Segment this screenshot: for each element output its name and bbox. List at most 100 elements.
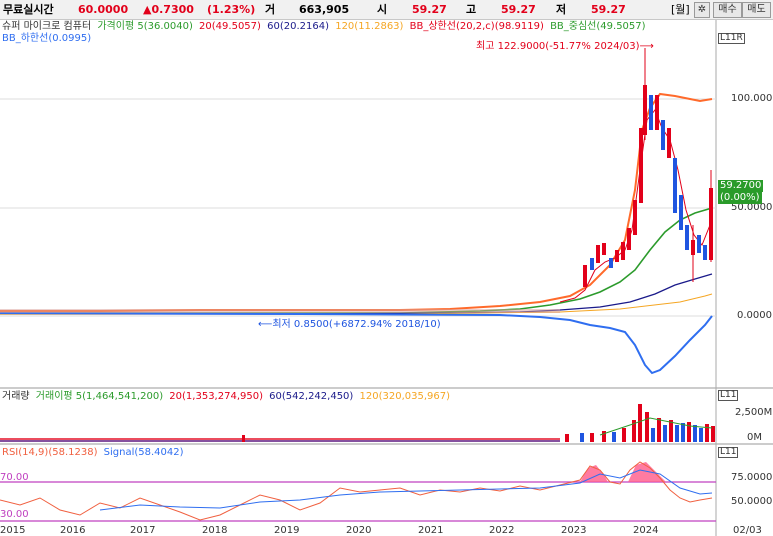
x-tick-2016: 2016 — [60, 525, 86, 536]
period-button[interactable]: [월] — [671, 3, 690, 16]
buy-button[interactable]: 매수 — [713, 2, 742, 18]
volume-label: 거 — [265, 3, 276, 16]
volume-bar — [622, 428, 626, 442]
candle — [679, 195, 683, 230]
legend-bb-lower[interactable]: BB_하한선(0.0995) — [2, 33, 92, 44]
volume-legend-ma60[interactable]: 60(542,242,450) — [269, 391, 354, 402]
price-change: ▲0.7300 — [143, 3, 194, 16]
sell-button[interactable]: 매도 — [742, 2, 771, 18]
volume-bar — [675, 425, 679, 442]
x-tick-2018: 2018 — [202, 525, 228, 536]
rsi-legend-rsi[interactable]: RSI(14,9)(58.1238) — [2, 447, 98, 458]
x-tick-2023: 2023 — [561, 525, 587, 536]
high-label: 고 — [466, 3, 477, 16]
candle — [685, 225, 689, 250]
candle — [621, 242, 625, 260]
volume-bar — [645, 412, 649, 442]
candle — [602, 243, 606, 255]
quote-bar: 무료실시간 60.0000 ▲0.7300 (1.23%) 거 663,905 … — [0, 0, 773, 20]
candle — [691, 240, 695, 255]
legend-bb-mid[interactable]: BB_중심선(49.5057) — [550, 21, 646, 32]
rsi-overbought-fill — [580, 465, 608, 482]
x-tick-2022: 2022 — [489, 525, 515, 536]
bb-upper-line — [0, 92, 713, 312]
volume-value: 663,905 — [299, 3, 350, 16]
signal-line — [99, 469, 713, 511]
volume-legend-ma5[interactable]: 거래이평 5(1,464,541,200) — [35, 391, 164, 402]
low-value: 59.27 — [591, 3, 626, 16]
rsi-left-lower: 30.00 — [0, 509, 29, 520]
volume-tick-2500m: 2,500M — [735, 407, 773, 418]
volume-legend: 거래량 거래이평 5(1,464,541,200) 20(1,353,274,9… — [2, 391, 450, 403]
volume-bar — [681, 423, 685, 442]
rsi-tick-75: 75.0000 — [731, 472, 773, 483]
candle — [583, 265, 587, 287]
volume-panel-corner-box[interactable]: L11 — [718, 390, 739, 401]
volume-bar — [663, 425, 667, 442]
ma5-line — [559, 109, 713, 303]
price-change-pct: (1.23%) — [207, 3, 256, 16]
candle — [661, 120, 665, 150]
ma60-line — [0, 273, 713, 315]
volume-band — [0, 440, 560, 442]
candle — [639, 128, 643, 203]
legend-ma60[interactable]: 60(20.2164) — [267, 21, 330, 32]
volume-bar — [242, 435, 245, 442]
rsi-panel-corner-box[interactable]: L11 — [718, 447, 739, 458]
volume-bar — [711, 426, 715, 442]
recent-candles — [583, 48, 713, 287]
gear-icon[interactable]: ✲ — [694, 2, 710, 18]
x-tick-2019: 2019 — [274, 525, 300, 536]
x-tick-2021: 2021 — [418, 525, 444, 536]
price-tick-50: 50.0000 — [731, 202, 773, 213]
volume-bar — [638, 404, 642, 442]
candle — [673, 158, 677, 213]
rsi-left-upper: 70.00 — [0, 472, 29, 483]
current-price: 60.0000 — [78, 3, 129, 16]
candle — [627, 228, 631, 250]
x-tick-2015: 2015 — [0, 525, 26, 536]
high-value: 59.27 — [501, 3, 536, 16]
volume-bars — [0, 404, 715, 442]
volume-tick-0m: 0M — [747, 432, 762, 443]
open-label: 시 — [377, 3, 388, 16]
legend-ma120[interactable]: 120(11.2863) — [335, 21, 404, 32]
historic-candles-band — [0, 309, 560, 313]
price-panel-corner-box[interactable]: L11R — [718, 33, 745, 44]
volume-legend-title: 거래량 — [2, 391, 30, 402]
volume-bar — [657, 418, 661, 442]
x-tick-2017: 2017 — [130, 525, 156, 536]
price-tick-100: 100.0000 — [731, 93, 773, 104]
rsi-legend: RSI(14,9)(58.1238) Signal(58.4042) — [2, 447, 184, 459]
rsi-overbought-fill — [628, 462, 666, 482]
volume-bar — [687, 422, 691, 442]
volume-legend-ma20[interactable]: 20(1,353,274,950) — [169, 391, 263, 402]
volume-bar — [632, 420, 636, 442]
low-annotation: ⟵최저 0.8500(+6872.94% 2018/10) — [258, 319, 441, 330]
stock-name[interactable]: 무료실시간 — [3, 3, 54, 16]
last-price-tag: 59.2700 — [718, 180, 764, 192]
volume-legend-ma120[interactable]: 120(320,035,967) — [359, 391, 451, 402]
candle — [609, 258, 613, 268]
volume-bar — [602, 431, 606, 442]
price-legend: 슈퍼 마이크로 컴퓨터 가격이평 5(36.0040) 20(49.5057) … — [2, 21, 646, 33]
candle — [615, 250, 619, 262]
volume-bar — [693, 425, 697, 442]
volume-bar — [612, 432, 616, 442]
candle — [655, 95, 659, 130]
legend-ma5[interactable]: 가격이평 5(36.0040) — [97, 21, 193, 32]
bb-lower-line — [0, 312, 713, 375]
bb-mid-line — [0, 207, 713, 314]
legend-bb-upper[interactable]: BB_상한선(20,2,c)(98.9119) — [409, 21, 544, 32]
x-tick-2020: 2020 — [346, 525, 372, 536]
rsi-tick-50: 50.0000 — [731, 496, 773, 507]
volume-bar — [590, 433, 594, 442]
candle — [633, 200, 637, 235]
rsi-legend-signal[interactable]: Signal(58.4042) — [103, 447, 184, 458]
candle — [649, 95, 653, 130]
volume-bar — [565, 434, 569, 442]
low-label: 저 — [556, 3, 567, 16]
legend-ma20[interactable]: 20(49.5057) — [199, 21, 261, 32]
x-tick-2024: 2024 — [633, 525, 659, 536]
